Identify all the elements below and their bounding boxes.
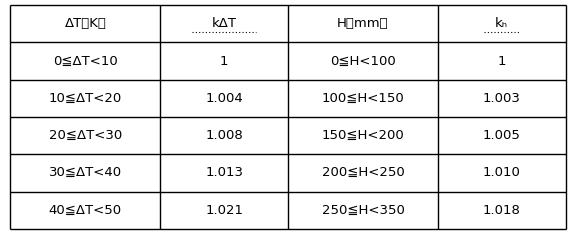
Text: 20≦ΔT<30: 20≦ΔT<30 (49, 129, 122, 142)
Text: kₕ: kₕ (495, 17, 509, 30)
Text: 1: 1 (220, 55, 229, 68)
Text: kΔT: kΔT (211, 17, 237, 30)
Text: ΔT（K）: ΔT（K） (65, 17, 106, 30)
Text: 0≦H<100: 0≦H<100 (330, 55, 396, 68)
Text: 1.008: 1.008 (205, 129, 243, 142)
Text: 1.005: 1.005 (483, 129, 521, 142)
Text: 10≦ΔT<20: 10≦ΔT<20 (49, 92, 122, 105)
Text: 150≦H<200: 150≦H<200 (321, 129, 404, 142)
Text: 0≦ΔT<10: 0≦ΔT<10 (53, 55, 118, 68)
Text: 1.010: 1.010 (483, 166, 521, 179)
Text: H（mm）: H（mm） (337, 17, 389, 30)
Text: 100≦H<150: 100≦H<150 (321, 92, 404, 105)
Text: 1.013: 1.013 (205, 166, 243, 179)
Text: 1: 1 (498, 55, 506, 68)
Text: 1.021: 1.021 (205, 204, 243, 217)
Text: 1.004: 1.004 (205, 92, 243, 105)
Text: 200≦H<250: 200≦H<250 (321, 166, 404, 179)
Text: 30≦ΔT<40: 30≦ΔT<40 (49, 166, 122, 179)
Text: 250≦H<350: 250≦H<350 (321, 204, 404, 217)
Text: 1.018: 1.018 (483, 204, 521, 217)
Text: 1.003: 1.003 (483, 92, 521, 105)
Text: 40≦ΔT<50: 40≦ΔT<50 (49, 204, 122, 217)
